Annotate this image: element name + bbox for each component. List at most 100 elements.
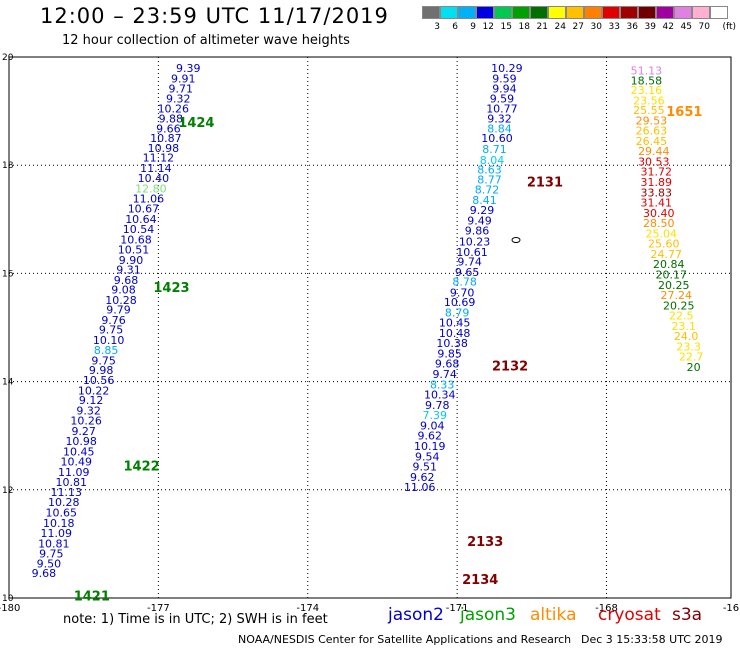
scale-swatch: [548, 6, 566, 19]
wave-height-value: 10.38: [436, 337, 468, 350]
pass-label: 1422: [124, 459, 160, 474]
wave-height-value: 10.45: [439, 317, 471, 330]
scale-swatch: [440, 6, 458, 19]
wave-height-value: 9.86: [465, 225, 490, 238]
legend-s3a: s3a: [672, 605, 703, 625]
wave-height-value: 11.14: [140, 162, 172, 175]
pass-label: 2132: [492, 359, 528, 374]
wave-height-value: 9.51: [413, 461, 438, 474]
wave-height-value: 11.13: [51, 486, 83, 499]
wave-height-value: 9.78: [425, 399, 450, 412]
wave-height-value: 9.79: [106, 304, 131, 317]
scale-swatch: [692, 6, 710, 19]
wave-height-value: 9.32: [166, 93, 191, 106]
wave-height-value: 22.5: [669, 310, 694, 323]
scale-label: 21: [536, 22, 548, 32]
scale-label: 9: [470, 22, 476, 32]
color-scale: [422, 6, 728, 19]
wave-height-value: 9.75: [99, 324, 124, 337]
wave-height-value: 9.32: [487, 113, 512, 126]
x-axis-label: -180: [0, 603, 20, 614]
wave-height-value: 9.85: [437, 347, 462, 360]
wave-height-value: 10.10: [93, 334, 125, 347]
wave-height-value: 33.83: [641, 186, 673, 199]
wave-height-value: 10.22: [78, 384, 110, 397]
wave-height-value: 11.12: [143, 152, 175, 165]
scale-label: 33: [608, 22, 620, 32]
wave-height-value: 31.41: [641, 197, 673, 210]
wave-height-value: 9.68: [32, 567, 57, 580]
scale-label: 70: [698, 22, 710, 32]
x-axis-label: -171: [446, 603, 469, 614]
wave-height-value: 9.68: [435, 358, 460, 371]
wave-height-value: 9.98: [89, 364, 114, 377]
y-axis-label: 16: [2, 269, 14, 279]
wave-height-value: 10.49: [60, 456, 92, 469]
wave-height-value: 10.19: [414, 440, 446, 453]
wave-height-value: 10.65: [46, 507, 78, 520]
wave-height-value: 9.08: [111, 284, 136, 297]
wave-height-value: 9.50: [37, 557, 62, 570]
wave-height-value: 26.45: [636, 135, 668, 148]
wave-height-value: 10.18: [43, 517, 75, 530]
wave-height-value: 25.55: [633, 104, 665, 117]
pass-label: 1651: [666, 105, 702, 120]
footer-credit: NOAA/NESDIS Center for Satellite Applica…: [238, 633, 572, 646]
wave-height-value: 9.90: [119, 254, 144, 267]
wave-height-value: 9.59: [492, 73, 517, 86]
wave-height-value: 20.25: [663, 299, 695, 312]
wave-height-value: 10.26: [158, 102, 190, 115]
wave-height-value: 8.33: [430, 378, 455, 391]
wave-height-value: 10.81: [38, 537, 70, 550]
wave-height-value: 9.29: [470, 204, 495, 217]
wave-height-value: 9.31: [116, 264, 141, 277]
legend-cryosat: cryosat: [598, 605, 661, 625]
map-frame: [8, 56, 732, 599]
wave-height-value: 9.74: [457, 255, 482, 268]
wave-height-value: 10.68: [120, 233, 152, 246]
wave-height-value: 8.77: [477, 173, 502, 186]
footer-note: note: 1) Time is in UTC; 2) SWH is in fe…: [63, 612, 328, 627]
pass-label: 1423: [153, 281, 189, 296]
wave-height-value: 10.98: [148, 142, 180, 155]
wave-height-value: 23.16: [631, 84, 663, 97]
wave-height-value: 8.41: [472, 194, 497, 207]
scale-label: 12: [482, 22, 494, 32]
color-scale-labels: 3 6 9 12 15 18 21 24 27 30 33 36 39 42 45 70 (ft): [422, 22, 736, 32]
wave-height-value: 24.0: [674, 330, 699, 343]
wave-height-value: 11.09: [41, 527, 73, 540]
scale-swatch: [584, 6, 602, 19]
wave-height-value: 9.76: [101, 314, 126, 327]
scale-swatch: [530, 6, 548, 19]
wave-height-value: 8.84: [487, 122, 512, 135]
wave-height-value: 11.09: [58, 466, 90, 479]
scale-swatch: [512, 6, 530, 19]
wave-height-value: 31.89: [641, 176, 673, 189]
wave-height-value: 10.26: [70, 415, 102, 428]
wave-height-value: 8.72: [475, 184, 500, 197]
wave-height-value: 31.72: [641, 166, 673, 179]
wave-height-value: 9.27: [71, 425, 96, 438]
wave-height-value: 28.50: [643, 217, 675, 230]
wave-height-value: 9.75: [39, 548, 64, 561]
wave-height-value: 9.91: [171, 73, 196, 86]
wave-height-value: 20: [687, 361, 701, 374]
scale-label: 30: [590, 22, 602, 32]
wave-height-value: 10.81: [55, 476, 87, 489]
scale-swatch: [566, 6, 584, 19]
x-axis-label: -168: [595, 603, 618, 614]
scale-swatch: [638, 6, 656, 19]
wave-height-value: 23.3: [676, 340, 701, 353]
wave-height-value: 23.56: [633, 94, 665, 107]
y-axis-label: 18: [2, 161, 14, 171]
scale-swatch: [476, 6, 494, 19]
wave-height-value: 9.62: [410, 471, 435, 484]
wave-height-value: 9.49: [467, 214, 492, 227]
y-axis-label: 14: [2, 378, 14, 388]
wave-height-value: 26.63: [636, 125, 668, 138]
page-title: 12:00 – 23:59 UTC 11/17/2019: [40, 4, 389, 28]
wave-height-value: 10.34: [424, 389, 456, 402]
scale-swatch: [458, 6, 476, 19]
wave-height-value: 11.06: [133, 193, 165, 206]
